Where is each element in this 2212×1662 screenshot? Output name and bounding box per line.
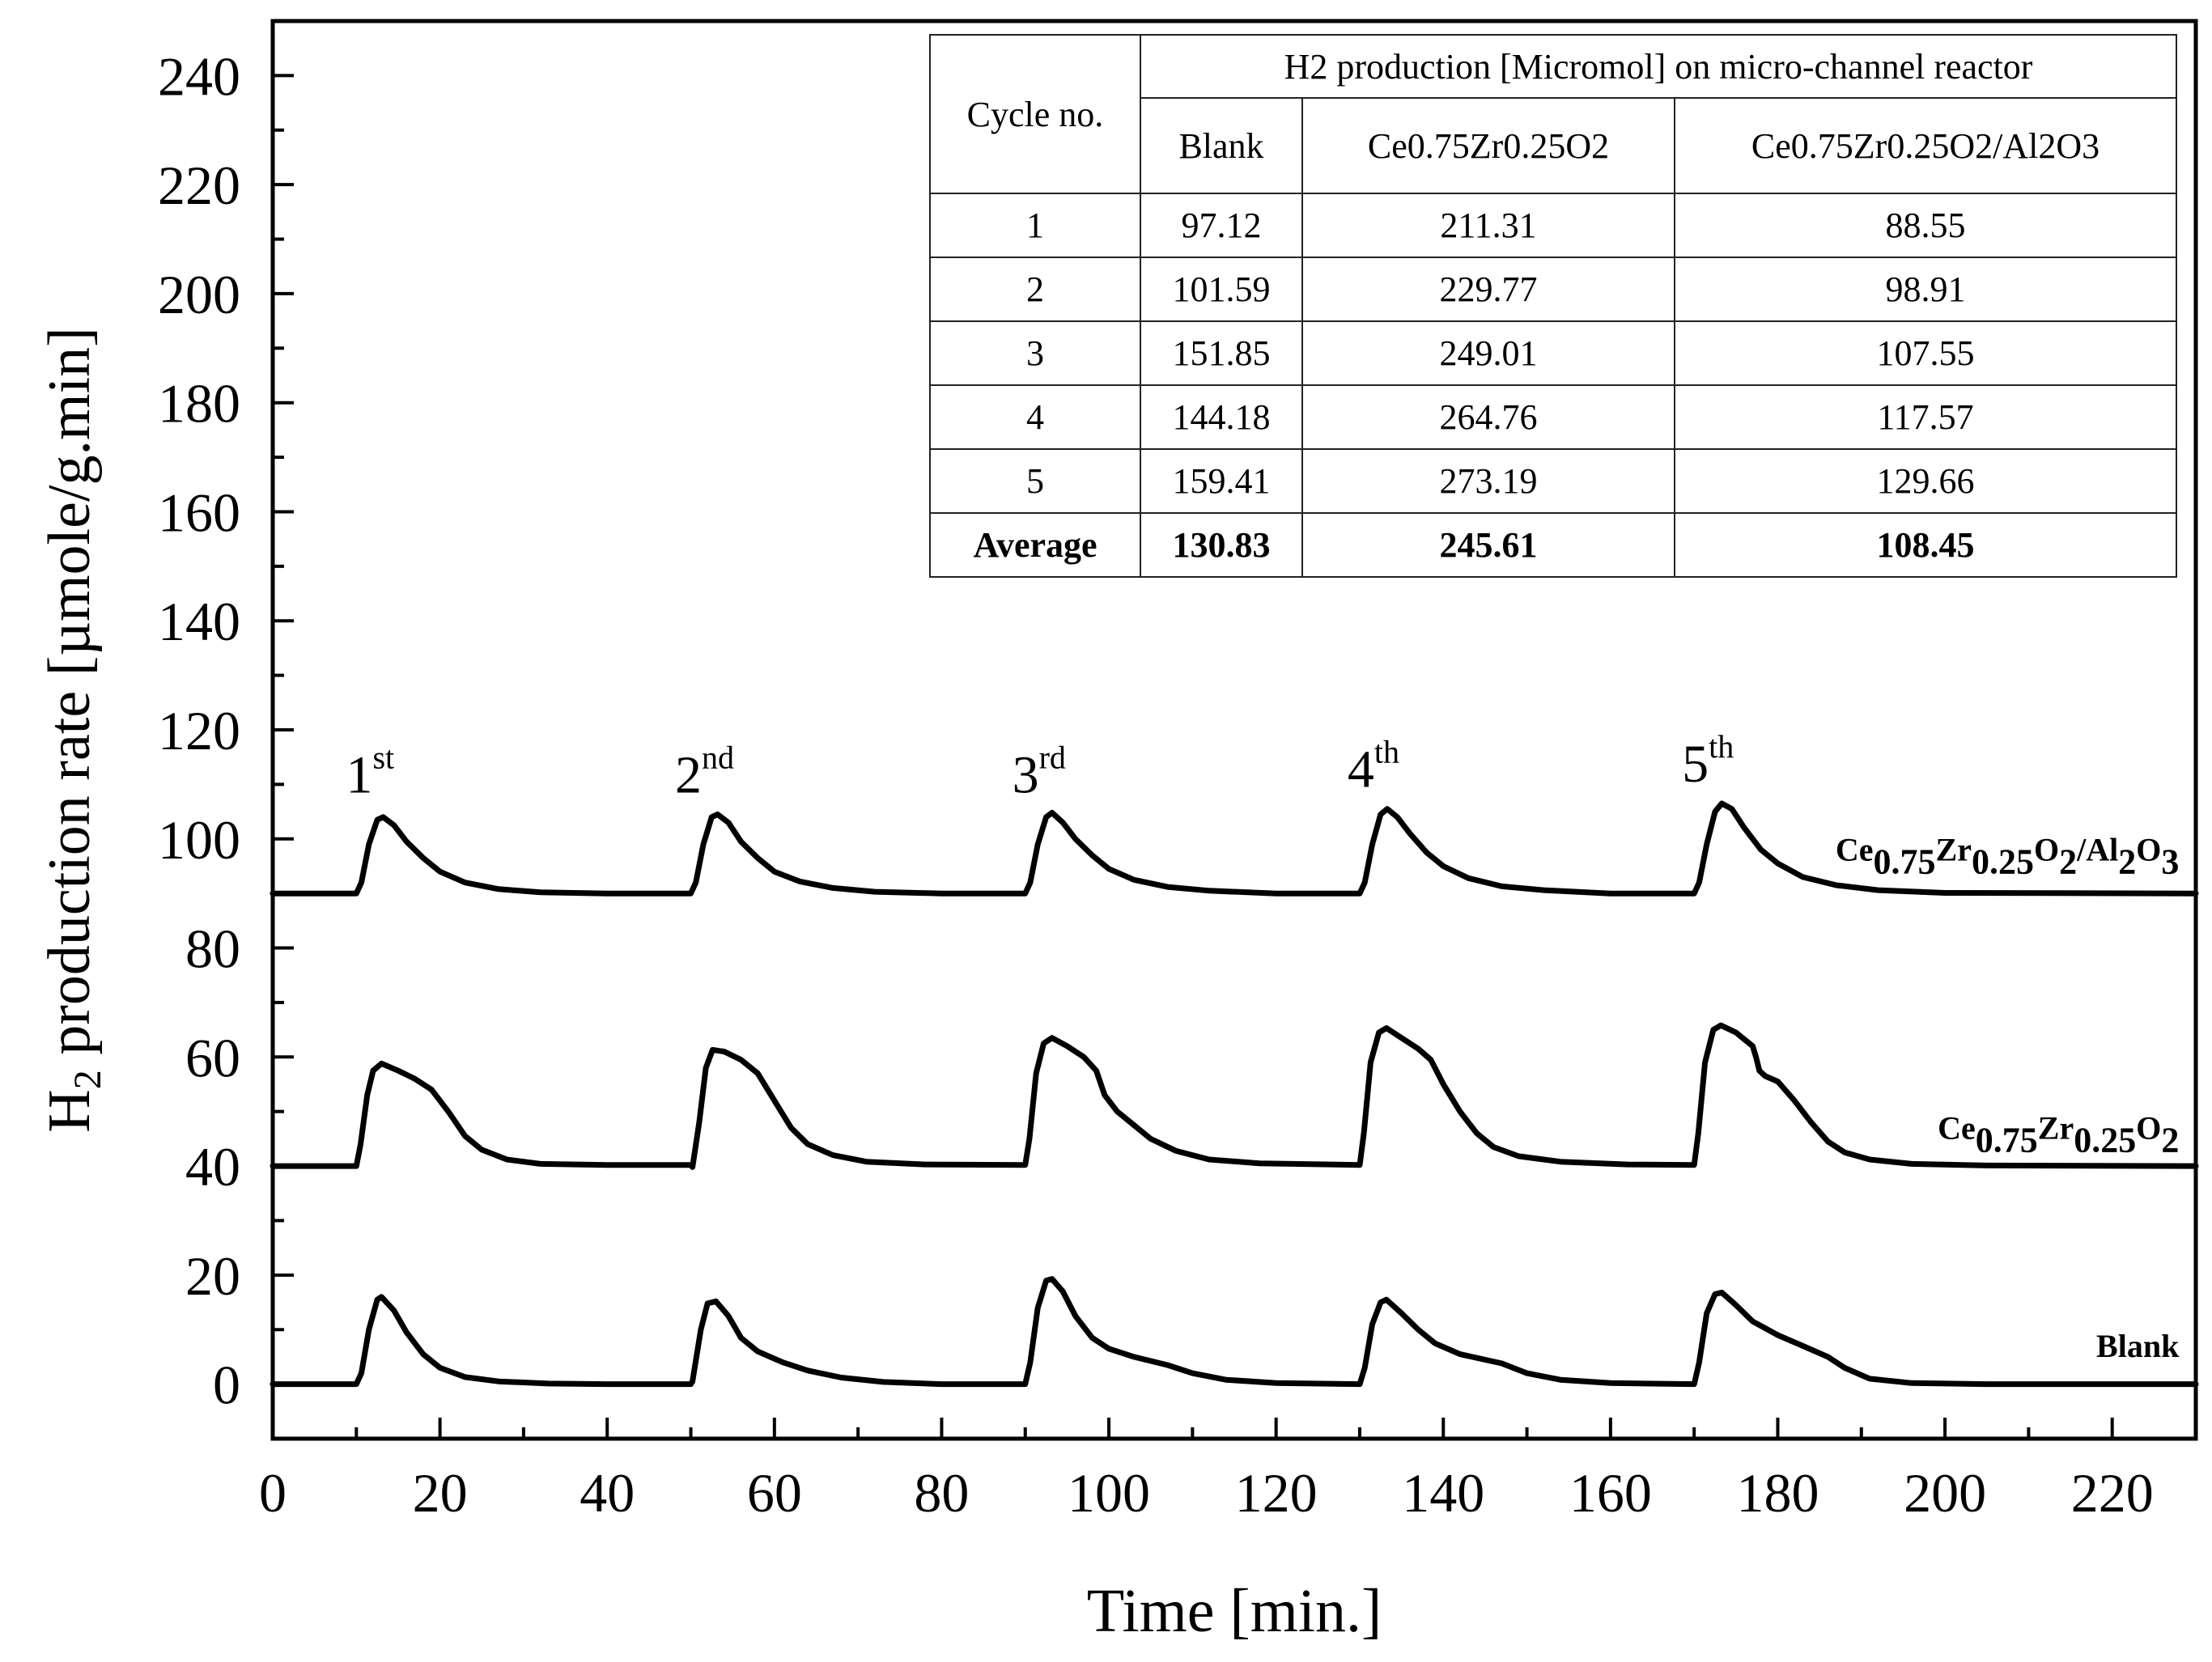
cycle-labels: 1st 2nd 3rd 4th 5th [346, 728, 1734, 804]
x-tick-label: 0 [259, 1462, 287, 1524]
x-tick-label: 100 [1068, 1462, 1150, 1524]
average-label: Average [929, 512, 1141, 578]
y-axis: 0 20 40 60 80 100 120 140 160 180 200 220 240 [158, 19, 294, 1440]
cycle-label: 2nd [675, 739, 734, 804]
cycle-header: Cycle no. [929, 34, 1141, 194]
inset-table: Cycle no. H2 production [Micromol] on mi… [929, 34, 2177, 578]
value-cell: 101.59 [1140, 257, 1303, 322]
series-label: Ce0.75Zr0.25O2/Al2O3 [1836, 832, 2179, 882]
x-tick-label: 180 [1736, 1462, 1819, 1524]
table-row: 1 97.12 211.31 88.55 [929, 193, 2177, 258]
cycle-cell: 3 [929, 320, 1141, 386]
average-row: Average 130.83 245.61 108.45 [929, 512, 2177, 578]
x-tick-label: 160 [1569, 1462, 1652, 1524]
value-cell: 129.66 [1674, 448, 2177, 514]
cycle-label: 3rd [1013, 739, 1066, 804]
value-cell: 117.57 [1674, 384, 2177, 450]
group-header: H2 production [Micromol] on micro-channe… [1140, 34, 2177, 99]
cycle-cell: 4 [929, 384, 1141, 450]
y-axis-title-sub: 2 [66, 1070, 109, 1089]
cycle-label: 1st [346, 739, 394, 804]
series-labels: Ce0.75Zr0.25O2/Al2O3 Ce0.75Zr0.25O2 Blank [1836, 832, 2180, 1364]
y-tick-label: 40 [185, 1136, 240, 1198]
value-cell: 98.91 [1674, 257, 2177, 322]
cycle-label: 5th [1682, 728, 1734, 794]
x-tick-label: 60 [747, 1462, 802, 1524]
value-cell: 159.41 [1140, 448, 1303, 514]
y-axis-title-rest: production rate [µmole/g.min] [36, 327, 103, 1070]
x-axis: 0 20 40 60 80 100 120 140 160 180 200 220 [259, 1418, 2197, 1524]
y-tick-label: 160 [158, 481, 240, 543]
y-tick-label: 120 [158, 700, 240, 761]
average-cell: 130.83 [1140, 512, 1303, 578]
y-tick-label: 80 [185, 918, 240, 980]
column-header: Blank [1140, 97, 1303, 194]
table-row: 3 151.85 249.01 107.55 [929, 320, 2177, 386]
value-cell: 264.76 [1301, 384, 1675, 450]
x-tick-label: 220 [2071, 1462, 2154, 1524]
y-tick-label: 100 [158, 809, 240, 871]
cycle-cell: 5 [929, 448, 1141, 514]
y-tick-label: 240 [158, 45, 240, 107]
y-axis-title: H2 production rate [µmole/g.min] [36, 327, 109, 1133]
value-cell: 107.55 [1674, 320, 2177, 386]
average-cell: 108.45 [1674, 512, 2177, 578]
cycle-cell: 1 [929, 193, 1141, 258]
x-axis-title: Time [min.] [1087, 1577, 1382, 1645]
series-line-2 [270, 1276, 2199, 1388]
y-tick-label: 60 [185, 1027, 240, 1088]
series-label: Blank [2096, 1328, 2180, 1364]
x-tick-label: 120 [1235, 1462, 1318, 1524]
column-header: Ce0.75Zr0.25O2/Al2O3 [1674, 97, 2177, 194]
value-cell: 144.18 [1140, 384, 1303, 450]
average-cell: 245.61 [1301, 512, 1675, 578]
table-row: 5 159.41 273.19 129.66 [929, 448, 2177, 514]
table-row: 4 144.18 264.76 117.57 [929, 384, 2177, 450]
y-tick-label: 220 [158, 155, 240, 216]
y-axis-title-main: H [36, 1089, 103, 1132]
value-cell: 151.85 [1140, 320, 1303, 386]
y-tick-label: 0 [213, 1355, 240, 1416]
series-group [270, 800, 2199, 1388]
value-cell: 88.55 [1674, 193, 2177, 258]
cycle-label: 4th [1348, 734, 1399, 799]
x-tick-label: 80 [914, 1462, 969, 1524]
value-cell: 211.31 [1301, 193, 1675, 258]
series-line-1 [270, 1022, 2199, 1170]
column-header: Ce0.75Zr0.25O2 [1301, 97, 1675, 194]
value-cell: 97.12 [1140, 193, 1303, 258]
y-tick-label: 140 [158, 591, 240, 652]
series-line-0 [270, 800, 2199, 897]
value-cell: 273.19 [1301, 448, 1675, 514]
x-tick-label: 20 [413, 1462, 468, 1524]
y-tick-label: 180 [158, 373, 240, 435]
x-tick-label: 140 [1402, 1462, 1484, 1524]
x-tick-label: 200 [1904, 1462, 1986, 1524]
cycle-cell: 2 [929, 257, 1141, 322]
table-row: 2 101.59 229.77 98.91 [929, 257, 2177, 322]
value-cell: 229.77 [1301, 257, 1675, 322]
y-tick-label: 200 [158, 264, 240, 325]
value-cell: 249.01 [1301, 320, 1675, 386]
series-label: Ce0.75Zr0.25O2 [1938, 1109, 2179, 1160]
x-tick-label: 40 [580, 1462, 635, 1524]
y-tick-label: 20 [185, 1245, 240, 1307]
